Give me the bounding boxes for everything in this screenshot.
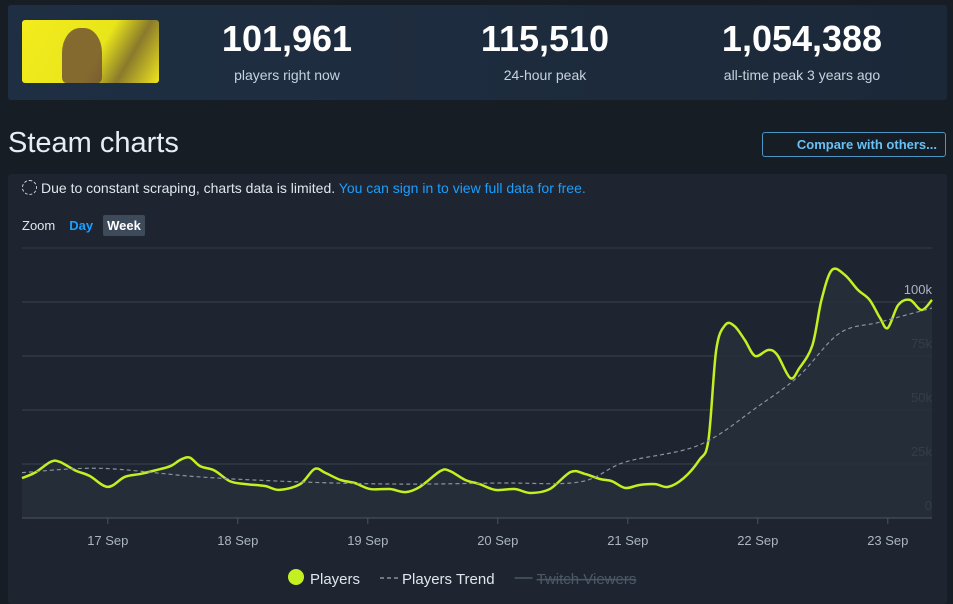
x-tick-label: 18 Sep [217,533,258,548]
legend-swatch [288,569,304,585]
stat-label: players right now [234,67,340,83]
stat-label: 24-hour peak [503,67,587,83]
series-line [21,307,933,485]
stats-card: 101,961 players right now 115,510 24-hour … [8,5,947,100]
x-tick-label: 23 Sep [867,533,908,548]
x-tick-label: 19 Sep [347,533,388,548]
zoom-day[interactable]: Day [69,218,94,233]
x-tick-label: 22 Sep [737,533,778,548]
stat-label: all-time peak 3 years ago [723,67,881,83]
stat-value: 1,054,388 [721,18,883,59]
stat: 101,961 players right now [162,18,412,84]
y-tick-label: 100k [904,282,933,297]
game-thumbnail[interactable] [22,20,159,83]
notice-text: Due to constant scraping, charts data is… [41,180,336,196]
stat-value: 115,510 [480,18,610,59]
zoom-week[interactable]: Week [103,215,145,236]
zoom: Zoom Day Week [22,215,145,236]
legend: Players Players Trend Twitch Viewers [288,569,636,588]
stat-value: 101,961 [221,18,353,59]
compare-button[interactable]: Compare with others... [762,132,946,157]
legend-label[interactable]: Twitch Viewers [537,571,637,588]
area [22,268,932,518]
x-tick-label: 21 Sep [607,533,648,548]
heading: Steam charts [8,127,179,159]
series-line [21,267,933,495]
notice-icon [22,180,37,195]
x-tick-label: 17 Sep [87,533,128,548]
stat: 1,054,388 all-time peak 3 years ago [677,18,927,84]
stat: 115,510 24-hour peak [420,18,670,84]
zoom-label: Zoom [22,218,56,233]
x-tick-label: 20 Sep [477,533,518,548]
sign-in-link[interactable]: You can sign in to view full data for fr… [338,180,586,196]
compare-label[interactable]: Compare with others... [796,137,937,152]
notice: Due to constant scraping, charts data is… [22,180,586,196]
legend-label: Players [310,571,360,588]
legend-label: Players Trend [402,571,495,588]
